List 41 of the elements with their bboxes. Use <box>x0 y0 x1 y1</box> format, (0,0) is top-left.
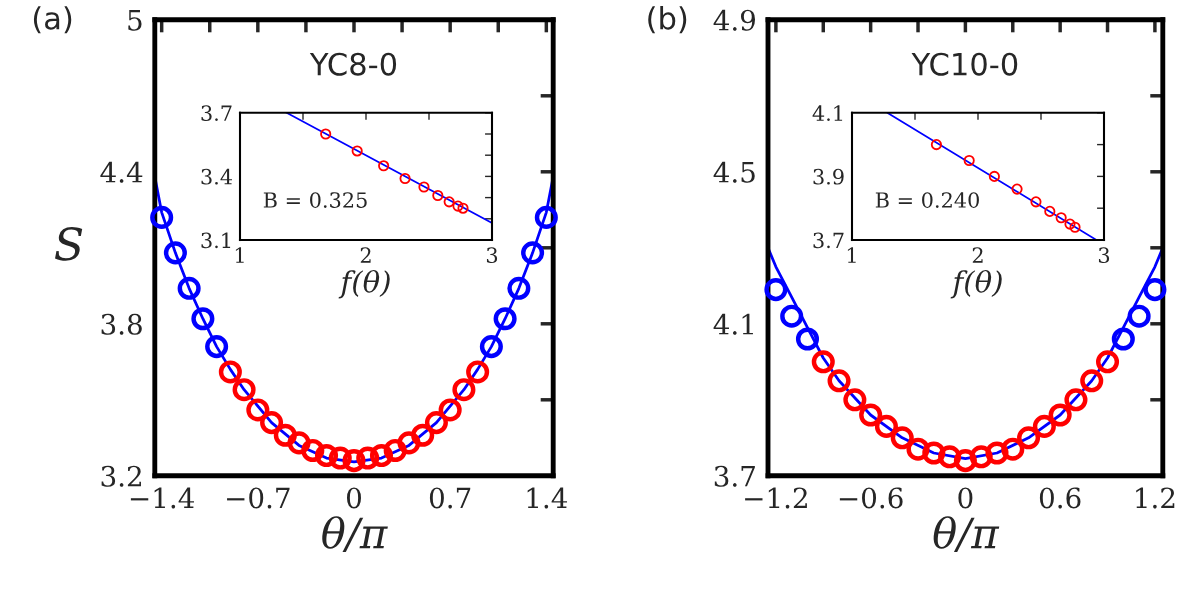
x-tick-label: 0 <box>958 487 973 509</box>
text: (a) <box>33 6 72 34</box>
x-tick-label: 1 <box>847 247 856 263</box>
x-tick-label: 1 <box>235 247 244 263</box>
x-tick-label: −1.2 <box>745 487 807 509</box>
y-tick-label: 4.9 <box>713 9 756 31</box>
text: YC10-0 <box>911 52 1018 76</box>
y-tick-label: 3.1 <box>201 232 231 249</box>
y-tick-label: 4.5 <box>713 161 755 183</box>
y-tick-label: 3.7 <box>813 232 844 249</box>
y-tick-label: 3.2 <box>101 465 141 487</box>
x-tick-label: 1.4 <box>527 487 568 509</box>
x-axis-title: f(θ) <box>950 269 1002 299</box>
x-tick-label: −0.7 <box>227 487 290 509</box>
annotation: B = 0.240 <box>875 192 979 208</box>
y-tick-label: 4.1 <box>812 105 843 122</box>
x-tick-label: −1.4 <box>130 487 194 509</box>
y-axis-title: S <box>55 227 83 261</box>
x-tick-label: 3 <box>486 247 498 264</box>
y-tick-label: 5 <box>128 10 142 31</box>
y-tick-label: 3.9 <box>813 168 844 185</box>
x-tick-label: 0.7 <box>429 487 471 509</box>
y-tick-label: 4.4 <box>100 161 143 183</box>
x-axis-title: f(θ) <box>338 269 390 299</box>
y-tick-label: 3.7 <box>201 105 232 122</box>
x-axis-title: θ/π <box>933 516 1000 553</box>
y-tick-label: 3.7 <box>714 465 755 487</box>
text: (b) <box>648 6 687 34</box>
y-tick-label: 3.4 <box>201 168 233 185</box>
x-tick-label: 2 <box>972 247 983 263</box>
x-tick-label: −0.6 <box>839 487 903 509</box>
x-tick-label: 0.6 <box>1039 487 1081 509</box>
text: YC8-0 <box>309 52 397 76</box>
y-tick-label: 3.8 <box>101 313 142 335</box>
x-tick-label: 2 <box>360 247 371 263</box>
annotation: B = 0.325 <box>263 192 367 208</box>
x-axis-title: θ/π <box>322 516 388 553</box>
x-tick-label: 3 <box>1098 247 1110 264</box>
y-tick-label: 4.1 <box>713 313 753 335</box>
x-tick-label: 0 <box>346 487 361 509</box>
x-tick-label: 1.2 <box>1136 487 1175 509</box>
